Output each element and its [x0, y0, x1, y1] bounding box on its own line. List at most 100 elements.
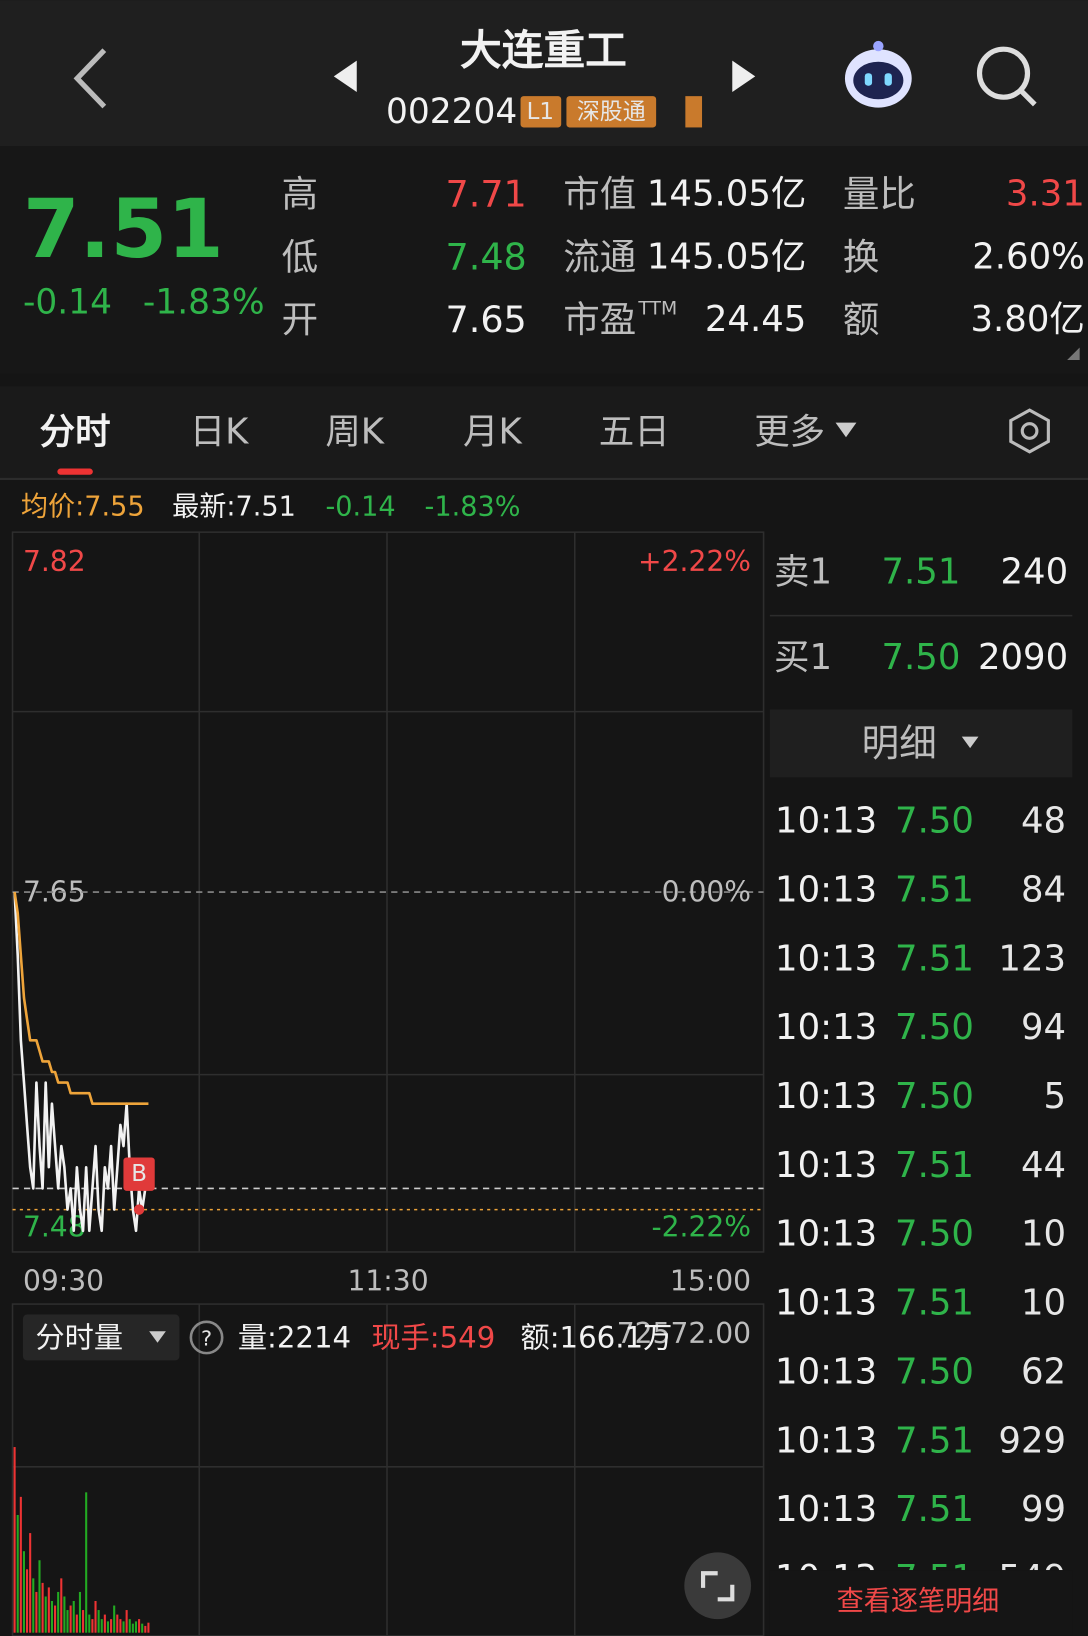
x-tick-label: 09:30 [23, 1265, 104, 1298]
quote-panel [0, 146, 1088, 374]
trade-price: 7.51 [895, 1283, 974, 1324]
settings-button[interactable] [1009, 408, 1050, 454]
trade-volume: 549 [998, 1558, 1066, 1599]
volume-stat: 额:166.1万 [521, 1320, 673, 1354]
x-tick-label: 15:00 [670, 1265, 751, 1298]
tab[interactable]: 五日 [599, 412, 670, 453]
latest-price: 最新:7.51 [172, 492, 296, 523]
tag: 深股通 [577, 99, 646, 125]
svg-text:?: ? [201, 1327, 212, 1351]
volume-bar [106, 1621, 110, 1633]
volume-bar [50, 1601, 53, 1633]
volume-bar [125, 1610, 128, 1633]
volume-bar [72, 1601, 75, 1633]
x-tick-label: 11:30 [347, 1265, 428, 1298]
trade-volume: 94 [1021, 1007, 1066, 1048]
trade-volume: 44 [1021, 1145, 1066, 1186]
volume-stat: 现手:549 [371, 1320, 495, 1354]
market-label: 市盈 [563, 298, 636, 341]
book-price: 7.51 [881, 551, 960, 592]
tab[interactable]: 周K [325, 412, 384, 453]
trade-price: 7.50 [895, 801, 974, 842]
volume-bar [122, 1621, 125, 1633]
tab[interactable]: 分时 [40, 412, 111, 453]
ratio-value: 3.80亿 [970, 299, 1084, 340]
volume-bar [103, 1614, 106, 1633]
stock-code: 002204 [386, 92, 517, 132]
trade-time: 10:13 [775, 1283, 877, 1324]
tab[interactable]: 日K [190, 412, 249, 453]
help-icon[interactable] [189, 1320, 224, 1355]
volume-tick-label: 72572.00 [617, 1317, 751, 1350]
trade-price: 7.51 [895, 1558, 974, 1599]
last-price: 7.51 [23, 182, 224, 277]
search-button[interactable] [976, 46, 1037, 107]
stat-label: 高 [282, 173, 319, 216]
back-button[interactable] [73, 48, 107, 109]
volume-bar [147, 1622, 150, 1633]
book-volume: 2090 [978, 637, 1068, 678]
volume-bar [144, 1625, 147, 1633]
volume-bar [138, 1619, 141, 1633]
view-all-trades[interactable]: 查看逐笔明细 [837, 1586, 1000, 1617]
volume-stat: 量:2214 [238, 1320, 351, 1354]
book-label: 买1 [774, 637, 832, 678]
volume-bar [57, 1591, 60, 1633]
volume-selector[interactable] [22, 1314, 180, 1361]
trade-volume: 10 [1021, 1214, 1066, 1255]
trade-time: 10:13 [775, 1076, 877, 1117]
tab[interactable]: 更多 [754, 412, 825, 453]
book-label: 卖1 [774, 551, 832, 592]
trade-price: 7.50 [895, 1007, 974, 1048]
ratio-value: 3.31 [1006, 174, 1085, 215]
volume-bar [100, 1619, 103, 1633]
trade-price: 7.51 [895, 1145, 974, 1186]
info-change-pct: -1.83% [425, 492, 521, 523]
trade-volume: 929 [998, 1420, 1066, 1461]
tag: L1 [527, 99, 554, 125]
volume-bar [13, 1447, 16, 1633]
prev-stock[interactable] [333, 60, 357, 92]
volume-bar [35, 1591, 38, 1633]
trade-price: 7.51 [895, 1420, 974, 1461]
book-price: 7.50 [881, 637, 960, 678]
trade-volume: 10 [1021, 1283, 1066, 1324]
buy-badge [123, 1157, 155, 1191]
volume-title: 分时量 [35, 1320, 123, 1354]
trade-price: 7.51 [895, 938, 974, 979]
volume-bar [32, 1578, 35, 1633]
price-line [13, 891, 149, 1233]
assistant-icon[interactable] [844, 40, 912, 108]
volume-bar [110, 1619, 113, 1633]
volume-bar [85, 1492, 88, 1633]
trade-time: 10:13 [775, 1558, 877, 1599]
next-stock[interactable] [732, 60, 756, 92]
market-label: 流通 [563, 235, 636, 278]
trade-time: 10:13 [775, 1007, 877, 1048]
volume-bar [82, 1610, 85, 1633]
trade-price: 7.50 [895, 1214, 974, 1255]
volume-bar [128, 1619, 131, 1633]
ratio-label: 额 [843, 298, 880, 341]
avg-price: 均价:7.55 [21, 492, 145, 523]
market-value: 24.45 [705, 299, 807, 340]
volume-bar [26, 1569, 29, 1633]
volume-bar [134, 1621, 138, 1633]
volume-bar [19, 1496, 22, 1633]
ratio-label: 换 [843, 235, 880, 278]
y2-tick-label: 0.00% [662, 876, 751, 909]
book-volume: 240 [1001, 551, 1069, 592]
trade-time: 10:13 [775, 801, 877, 842]
market-label: 市值 [563, 173, 636, 216]
volume-bar [16, 1514, 19, 1633]
trade-price: 7.50 [895, 1351, 974, 1392]
fullscreen-button[interactable] [684, 1552, 752, 1620]
stat-label: 开 [282, 298, 319, 341]
chart-frame [11, 531, 765, 1636]
volume-bar [63, 1596, 66, 1633]
trade-time: 10:13 [775, 1214, 877, 1255]
volume-bar [75, 1614, 78, 1633]
tab[interactable]: 月K [463, 412, 522, 453]
trades-header[interactable] [769, 709, 1073, 778]
